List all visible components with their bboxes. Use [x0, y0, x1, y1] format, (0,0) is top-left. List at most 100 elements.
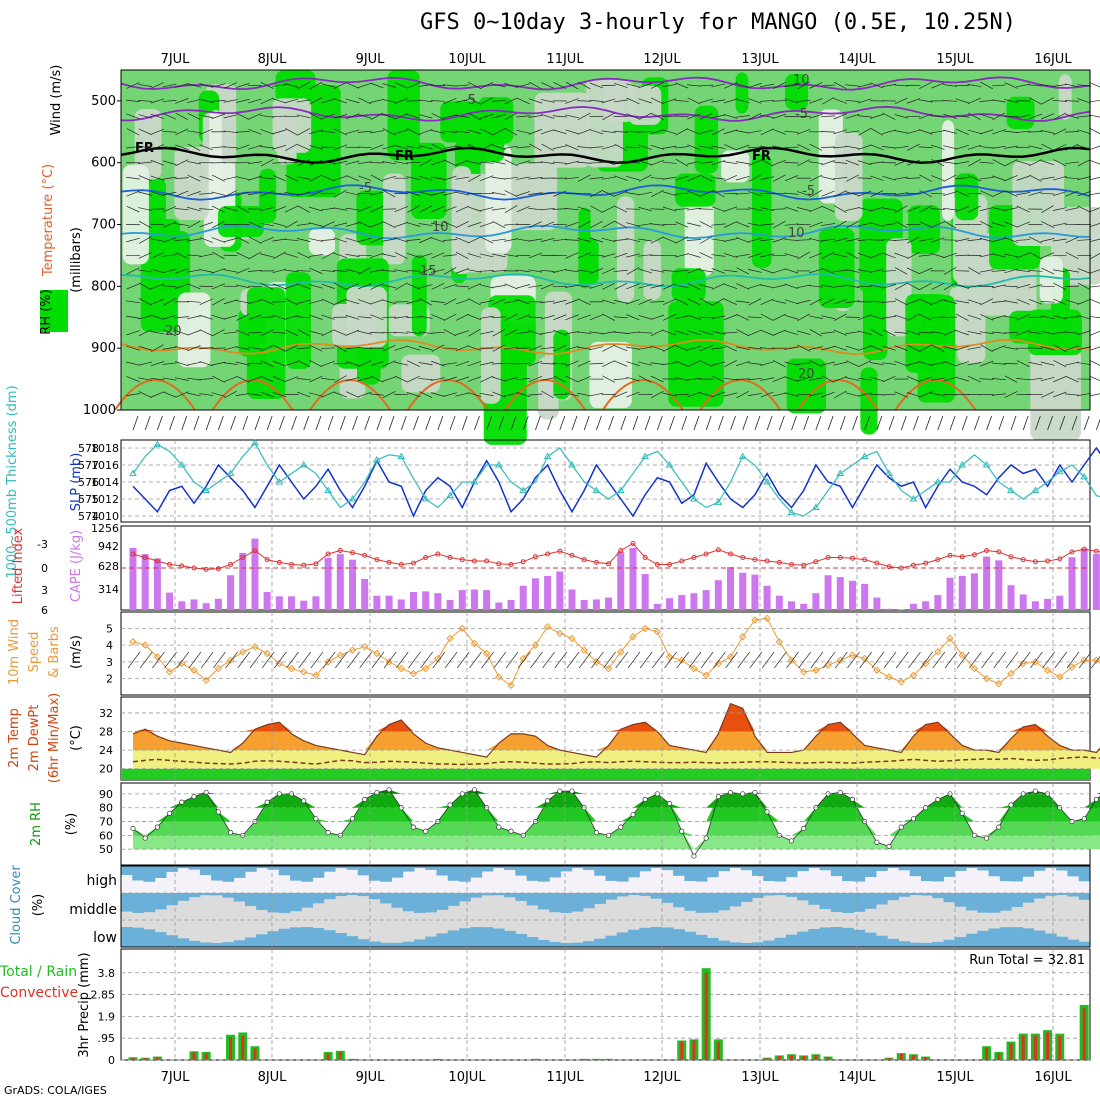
- wind-barb: [162, 314, 177, 320]
- li-point: [557, 548, 563, 554]
- wind-barb: [675, 298, 689, 306]
- wind-barb: [870, 252, 884, 259]
- wind-barb: [797, 344, 811, 352]
- wind-barb: [357, 347, 372, 350]
- wind-barb: [174, 83, 189, 88]
- wind-barb: [956, 651, 970, 669]
- precip-convective-bar: [131, 1057, 135, 1060]
- wind-barb: [638, 144, 652, 150]
- wind-barb: [248, 251, 262, 260]
- wind-barb: [979, 146, 994, 149]
- li-point: [423, 555, 429, 560]
- wind-barb: [333, 98, 348, 104]
- wind-barb: [535, 415, 541, 431]
- wind-barb: [760, 145, 775, 149]
- wind-barb: [406, 283, 421, 290]
- wind-barb: [199, 98, 214, 103]
- li-point: [240, 555, 246, 560]
- cloud-middle-block: [751, 893, 764, 899]
- wind-barb: [540, 269, 555, 272]
- contour-label: 20: [165, 324, 182, 339]
- wind-barb: [943, 267, 957, 275]
- cloud-high-block: [278, 866, 291, 876]
- wind-barb: [296, 99, 311, 103]
- wind-barb: [418, 378, 433, 380]
- li-point: [484, 558, 490, 564]
- wind-barb: [357, 82, 372, 88]
- cloud-middle-block: [267, 893, 280, 913]
- precip-convective-bar: [338, 1051, 342, 1060]
- wind-barb: [187, 206, 201, 212]
- wind-barb: [138, 269, 153, 273]
- wind-barb: [260, 282, 274, 290]
- wind-barb: [126, 237, 140, 243]
- wind-barb: [187, 315, 201, 320]
- wind-barb: [869, 362, 884, 366]
- wind-barb: [200, 651, 214, 669]
- cape-bar: [361, 578, 369, 610]
- precip-convective-bar: [1046, 1032, 1050, 1060]
- wind-barb: [284, 162, 299, 164]
- wind-barb: [650, 223, 665, 226]
- wind-barb: [211, 100, 226, 102]
- temp-axis-label: 2m DewPt: [27, 705, 42, 772]
- pressure-tick-label: 900: [91, 341, 116, 356]
- wind-barb: [1005, 651, 1019, 669]
- wind-barb: [943, 329, 957, 336]
- wind-barb: [773, 220, 786, 229]
- cloud-middle-block: [380, 893, 392, 904]
- cloud-high-block: [312, 866, 325, 878]
- precip-frame: [120, 948, 1091, 1061]
- day-label-top: 15JUL: [936, 52, 974, 67]
- wind-barb: [528, 252, 543, 259]
- wind-barb: [699, 84, 714, 87]
- wind-barb: [589, 254, 604, 257]
- precip-convective-bar: [887, 1057, 891, 1060]
- wind-barb: [345, 361, 360, 367]
- wind-barb: [174, 345, 189, 351]
- wind-barb: [980, 81, 993, 90]
- cloud-high-block: [571, 866, 584, 869]
- wind-barb: [907, 143, 920, 151]
- cape-bar: [995, 560, 1003, 610]
- wind-barb: [406, 345, 421, 351]
- wind-barb: [980, 298, 994, 306]
- wind-barb: [589, 129, 604, 135]
- cloud-middle-block: [875, 893, 888, 905]
- wind-barb: [504, 313, 518, 321]
- cloud-low-block: [1011, 927, 1023, 947]
- wind-barb: [406, 392, 421, 398]
- wind-barb: [601, 176, 616, 180]
- rh-axis-label: RH (%): [39, 289, 54, 334]
- wind-barb: [150, 191, 165, 197]
- wind-barb: [894, 114, 909, 119]
- wind-barb: [797, 313, 810, 322]
- cape-bar: [824, 575, 832, 610]
- wind-barb: [382, 221, 396, 229]
- wind-barb: [467, 160, 482, 165]
- wind-barb: [1052, 269, 1067, 273]
- cape-bar: [702, 590, 710, 610]
- cloud-middle-block: [932, 893, 945, 899]
- wind-barb: [1065, 361, 1079, 366]
- wind-point: [348, 646, 357, 654]
- wind-barb: [833, 345, 848, 351]
- cape-bar: [300, 600, 308, 610]
- wind-barb: [150, 159, 165, 166]
- wind-point: [739, 633, 747, 641]
- wind-barb: [772, 392, 787, 397]
- thickness-tick-label: 575: [78, 493, 99, 506]
- wind-barb: [175, 283, 189, 289]
- rh2m-point: [154, 824, 160, 830]
- wind-barb: [530, 651, 543, 669]
- wind-barb: [199, 269, 214, 273]
- wind-barb: [1089, 298, 1100, 304]
- wind-barb: [894, 97, 908, 105]
- wind-barb: [455, 99, 470, 103]
- wind-barb: [784, 239, 799, 241]
- cloud-low-block: [177, 938, 190, 947]
- wind-barb: [650, 159, 665, 166]
- wind-barb: [882, 329, 896, 337]
- wind-barb: [918, 129, 933, 135]
- wind-barb: [735, 192, 750, 195]
